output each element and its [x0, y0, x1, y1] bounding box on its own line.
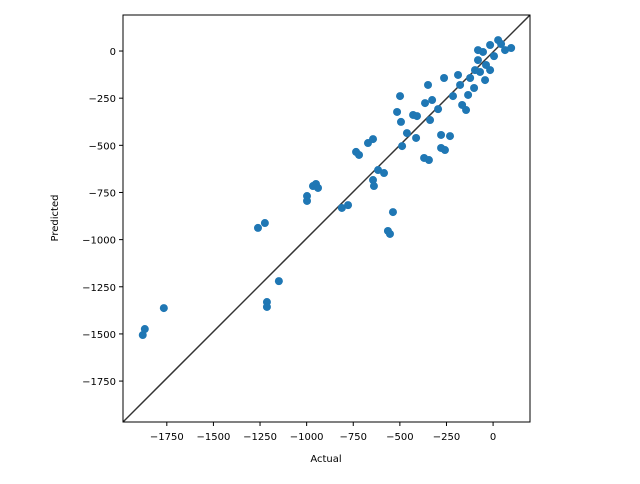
- x-axis-label: Actual: [310, 454, 341, 465]
- point: [402, 129, 411, 138]
- point: [369, 182, 378, 191]
- point: [440, 73, 449, 82]
- point: [337, 203, 346, 212]
- point: [456, 80, 465, 89]
- x-tick-label: −250: [433, 432, 460, 443]
- x-tick-label: −1500: [197, 432, 231, 443]
- point: [344, 201, 353, 210]
- x-tick-label: −750: [340, 432, 367, 443]
- point: [437, 130, 446, 139]
- point: [466, 73, 475, 82]
- point: [424, 80, 433, 89]
- point: [501, 46, 510, 55]
- point: [486, 66, 495, 75]
- y-axis-label: Predicted: [50, 195, 61, 242]
- x-tick-label: −500: [386, 432, 413, 443]
- x-tick-label: −1250: [243, 432, 277, 443]
- point: [471, 66, 479, 75]
- point: [464, 90, 473, 99]
- point: [473, 46, 482, 55]
- point: [507, 44, 516, 53]
- point: [396, 117, 405, 126]
- point: [486, 40, 495, 49]
- point: [369, 135, 378, 144]
- x-tick-label: −1750: [150, 432, 184, 443]
- point: [303, 196, 312, 205]
- x-tick-label: −1000: [290, 432, 324, 443]
- point: [253, 223, 262, 232]
- point: [274, 277, 283, 286]
- y-tick-label: −750: [89, 188, 116, 199]
- y-tick-label: −500: [89, 141, 116, 152]
- point: [470, 83, 479, 92]
- point: [260, 219, 269, 228]
- point: [434, 105, 443, 114]
- y-tick-label: 0: [110, 47, 116, 58]
- point: [497, 40, 506, 49]
- point: [481, 76, 490, 85]
- point: [380, 169, 389, 178]
- point: [440, 146, 449, 155]
- point: [393, 107, 402, 116]
- point: [412, 133, 421, 142]
- point: [426, 116, 435, 125]
- point: [449, 92, 457, 101]
- point: [385, 229, 394, 238]
- point: [421, 99, 430, 108]
- point: [262, 302, 271, 311]
- point: [374, 166, 383, 175]
- point: [355, 150, 364, 159]
- point: [446, 132, 455, 141]
- plot-frame: [122, 14, 531, 423]
- point: [428, 96, 437, 105]
- y-tick-label: −1250: [82, 283, 116, 294]
- point: [138, 331, 147, 340]
- point: [462, 106, 471, 115]
- point: [159, 304, 168, 313]
- point: [314, 183, 323, 192]
- y-tick-label: −1000: [82, 236, 116, 247]
- point: [454, 70, 463, 79]
- point: [140, 325, 149, 334]
- point: [490, 52, 499, 61]
- point: [369, 176, 378, 185]
- y-tick-label: −1750: [82, 377, 116, 388]
- x-tick-label: 0: [490, 432, 496, 443]
- y-tick-label: −250: [89, 94, 116, 105]
- y-tick-label: −1500: [82, 330, 116, 341]
- point: [396, 92, 405, 101]
- point: [473, 56, 482, 65]
- point: [424, 156, 433, 165]
- point: [388, 208, 397, 217]
- point: [413, 112, 422, 121]
- point: [398, 142, 407, 151]
